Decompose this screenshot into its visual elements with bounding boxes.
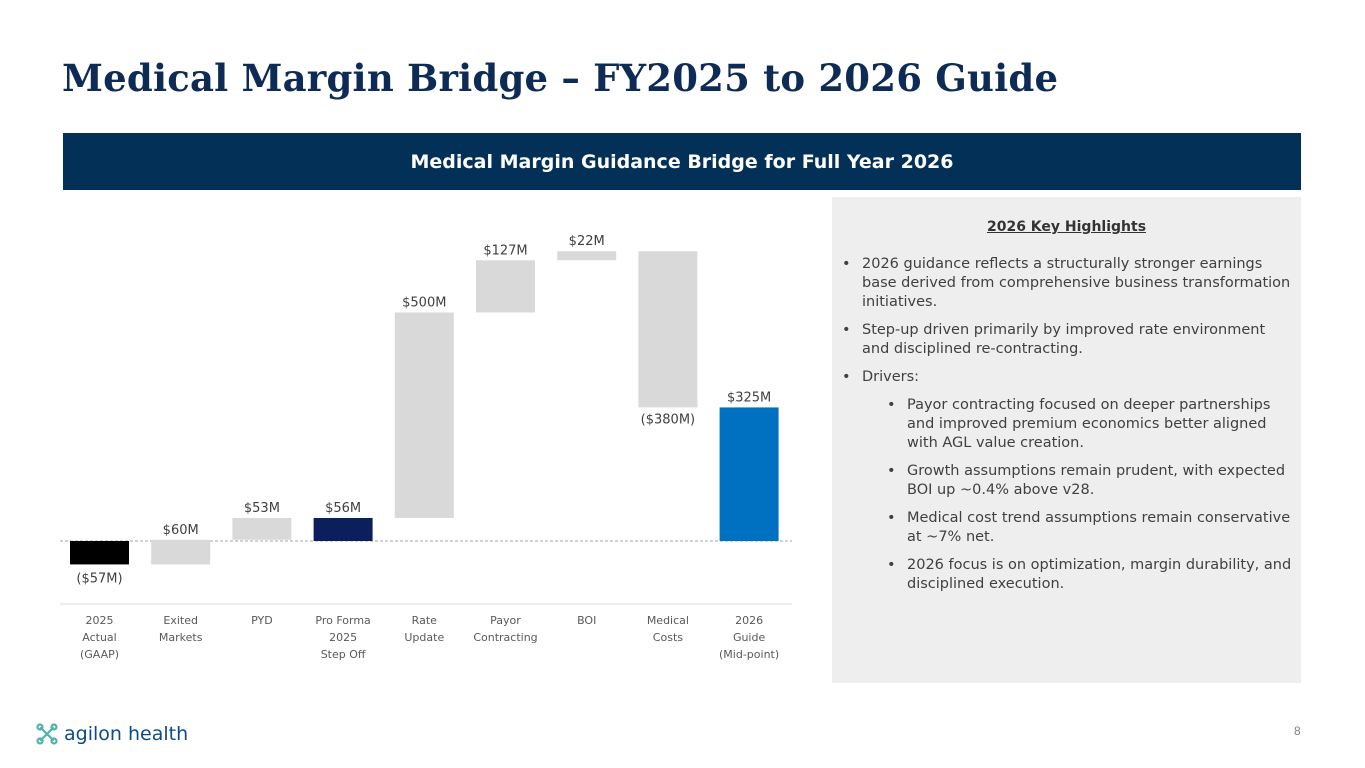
category-label: Guide — [733, 631, 766, 644]
category-label: Actual — [82, 631, 116, 644]
category-label: Exited — [163, 614, 198, 627]
data-label: $325M — [727, 390, 771, 405]
category-label: 2025 — [86, 614, 114, 627]
waterfall-bar — [719, 407, 779, 541]
page-number: 8 — [1294, 724, 1301, 738]
highlight-bullet: 2026 guidance reflects a structurally st… — [842, 255, 1292, 312]
category-label: Pro Forma — [315, 614, 370, 627]
category-label: Step Off — [321, 648, 366, 661]
category-label: 2026 — [735, 614, 763, 627]
chart-banner: Medical Margin Guidance Bridge for Full … — [63, 133, 1301, 190]
agilon-logo: agilon health — [35, 722, 188, 746]
highlights-list: 2026 guidance reflects a structurally st… — [842, 255, 1292, 603]
agilon-logo-icon — [36, 723, 58, 745]
waterfall-bar — [638, 251, 698, 408]
logo-text: agilon health — [64, 723, 189, 745]
highlight-sub-bullet: Payor contracting focused on deeper part… — [842, 396, 1292, 453]
waterfall-bar — [232, 517, 292, 540]
category-label: Costs — [653, 631, 683, 644]
category-label: Rate — [412, 614, 437, 627]
category-label: PYD — [251, 614, 273, 627]
data-label: $56M — [325, 501, 361, 516]
highlight-sub-bullet: 2026 focus is on optimization, margin du… — [842, 556, 1292, 594]
category-label: 2025 — [329, 631, 357, 644]
data-label: $60M — [163, 523, 199, 538]
data-label: $127M — [483, 243, 527, 258]
highlight-bullet: Drivers: — [842, 368, 1292, 387]
category-label: Update — [404, 631, 444, 644]
highlight-sub-bullet: Growth assumptions remain prudent, with … — [842, 462, 1292, 500]
waterfall-bar — [151, 539, 211, 565]
waterfall-bar — [313, 517, 373, 541]
highlight-bullet: Step-up driven primarily by improved rat… — [842, 321, 1292, 359]
data-label: $22M — [569, 234, 605, 249]
category-label: Payor — [490, 614, 521, 627]
category-label: (Mid-point) — [719, 648, 779, 661]
highlights-title: 2026 Key Highlights — [986, 219, 1147, 235]
waterfall-chart: ($57M) 2025 Actual (GAAP) $60M Exited Markets $… — [60, 234, 792, 661]
highlights-panel: 2026 Key Highlights 2026 guidance reflec… — [832, 197, 1301, 683]
waterfall-bar — [476, 260, 535, 313]
category-label: Contracting — [473, 631, 537, 644]
category-label: Markets — [159, 631, 203, 644]
highlight-sub-bullet: Medical cost trend assumptions remain co… — [842, 509, 1292, 547]
category-label: Medical — [647, 614, 689, 627]
data-label: $53M — [244, 501, 280, 516]
data-label: ($57M) — [76, 571, 122, 586]
data-label: ($380M) — [641, 412, 695, 427]
waterfall-bar — [70, 541, 129, 565]
waterfall-bar — [394, 312, 454, 518]
category-label: BOI — [577, 614, 596, 627]
data-label: $500M — [402, 295, 446, 310]
waterfall-bar — [557, 251, 617, 261]
category-label: (GAAP) — [80, 648, 119, 661]
page-title: Medical Margin Bridge – FY2025 to 2026 G… — [62, 56, 1059, 100]
